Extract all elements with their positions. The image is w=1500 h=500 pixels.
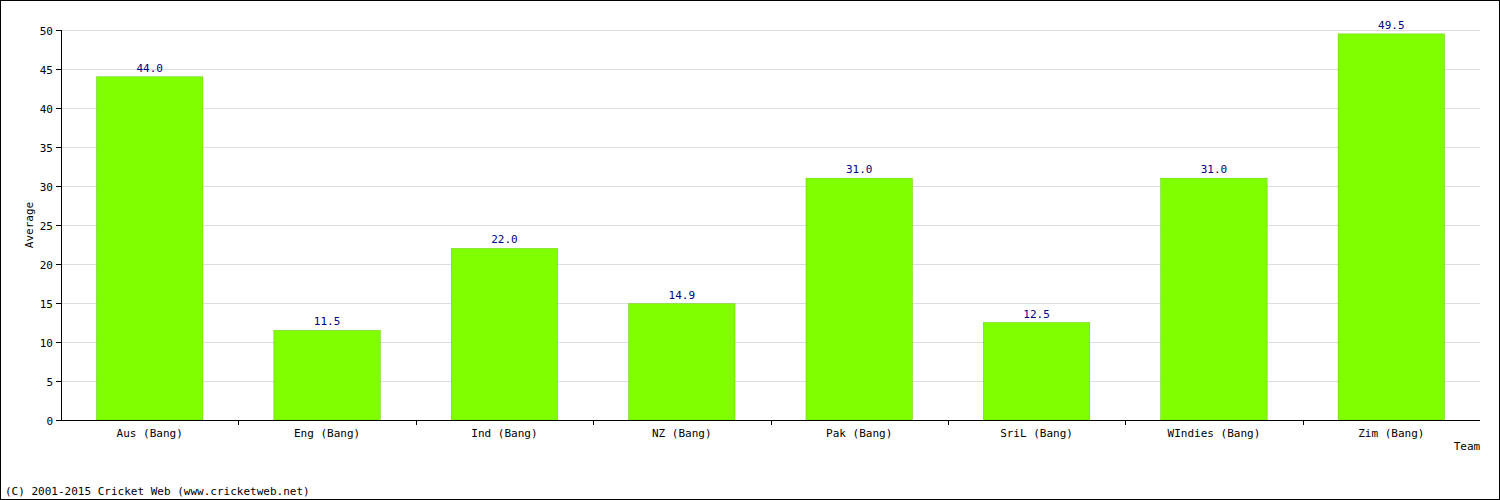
grid-line	[61, 420, 1480, 421]
bar	[806, 178, 912, 420]
x-axis-label: Team	[1454, 440, 1481, 453]
data-label: 31.0	[846, 163, 873, 176]
data-label: 44.0	[136, 62, 163, 75]
y-tick-label: 0	[46, 415, 53, 428]
y-tick	[56, 30, 61, 31]
annotation: (C) 2001-2015 Cricket Web (www.cricketwe…	[5, 485, 310, 498]
grid-line	[61, 108, 1480, 109]
data-label: 49.5	[1378, 19, 1405, 32]
data-label: 22.0	[491, 233, 518, 246]
x-tick-label: Aus (Bang)	[117, 427, 183, 440]
y-axis	[61, 30, 62, 420]
bar	[629, 304, 735, 420]
y-tick-label: 15	[40, 298, 53, 311]
data-label: 31.0	[1201, 163, 1228, 176]
x-tick-label: NZ (Bang)	[652, 427, 712, 440]
data-label: 11.5	[314, 315, 341, 328]
y-tick	[56, 342, 61, 343]
y-tick-label: 45	[40, 64, 53, 77]
x-tick-label: Zim (Bang)	[1358, 427, 1424, 440]
y-tick-label: 10	[40, 337, 53, 350]
y-tick-label: 20	[40, 259, 53, 272]
y-tick-label: 25	[40, 220, 53, 233]
y-tick	[56, 186, 61, 187]
grid-line	[61, 69, 1480, 70]
y-tick	[56, 108, 61, 109]
y-tick	[56, 147, 61, 148]
x-tick-label: Ind (Bang)	[471, 427, 537, 440]
bar	[96, 77, 202, 420]
y-tick	[56, 381, 61, 382]
y-axis-label: Average	[23, 202, 36, 248]
grid-line	[61, 30, 1480, 31]
y-tick	[56, 225, 61, 226]
bar	[274, 330, 380, 420]
x-tick-label: Pak (Bang)	[826, 427, 892, 440]
x-tick-label: Eng (Bang)	[294, 427, 360, 440]
y-tick	[56, 303, 61, 304]
y-tick-label: 35	[40, 142, 53, 155]
bar	[983, 323, 1089, 421]
y-tick	[56, 69, 61, 70]
data-label: 12.5	[1023, 308, 1050, 321]
y-tick-label: 5	[46, 376, 53, 389]
x-tick-label: SriL (Bang)	[1000, 427, 1073, 440]
chart: 0 5 10 15 20 25 30 35 40 45 50 44.0 11.5 22.0 14.9 31.0…	[0, 0, 1500, 500]
y-tick	[56, 264, 61, 265]
grid-line	[61, 147, 1480, 148]
data-label: 14.9	[669, 289, 696, 302]
x-axis	[61, 420, 1480, 421]
bar	[451, 248, 557, 420]
y-tick	[56, 420, 61, 421]
y-tick-label: 30	[40, 181, 53, 194]
y-tick-label: 50	[40, 25, 53, 38]
bar	[1338, 34, 1444, 420]
y-tick-label: 40	[40, 103, 53, 116]
x-tick-label: WIndies (Bang)	[1168, 427, 1261, 440]
bars	[96, 34, 1444, 420]
bar	[1161, 178, 1267, 420]
frame	[1, 1, 1500, 500]
